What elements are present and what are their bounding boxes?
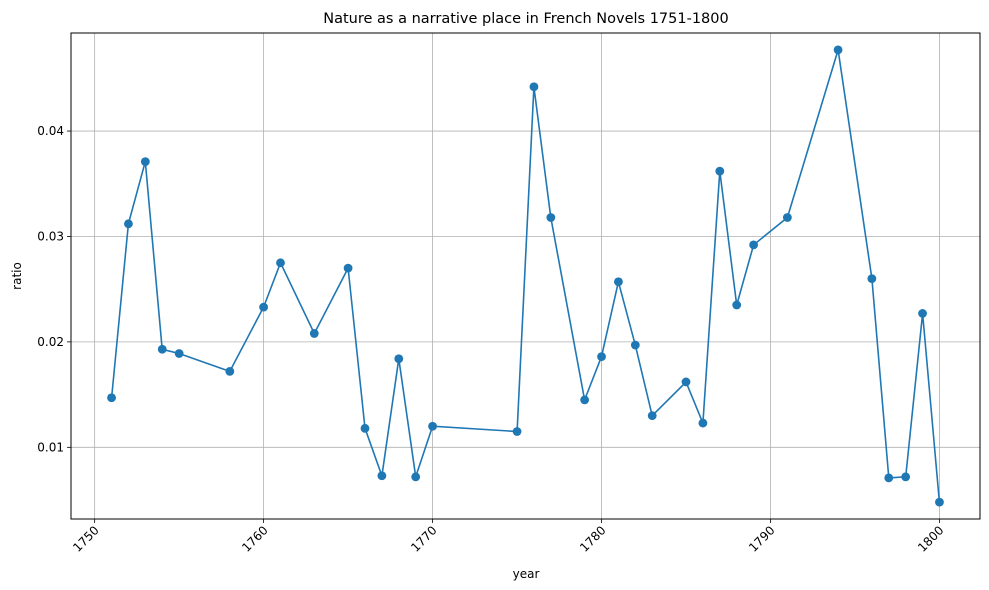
data-point [225, 367, 235, 376]
data-point [428, 421, 437, 431]
data-point [411, 472, 421, 482]
data-point [681, 377, 691, 387]
plot-area [70, 32, 981, 520]
data-point [833, 45, 843, 55]
chart-title: Nature as a narrative place in French No… [323, 11, 728, 27]
data-point [546, 213, 556, 222]
data-point [124, 219, 133, 229]
data-point [867, 274, 877, 284]
x-axis-label: year [513, 567, 540, 581]
y-tick-label: 0.04 [37, 124, 64, 138]
data-point [276, 258, 285, 268]
grid [71, 33, 980, 519]
y-axis-label: ratio [10, 262, 24, 290]
x-tick-label: 1800 [915, 523, 946, 554]
data-point [935, 497, 944, 507]
y-tick-label: 0.02 [37, 335, 64, 349]
data-point [630, 340, 640, 350]
data-point [884, 473, 894, 483]
data-point [360, 423, 370, 433]
data-points [107, 45, 944, 507]
data-point [749, 240, 758, 250]
data-point [614, 277, 623, 287]
data-point [715, 166, 725, 176]
x-tick-label: 1770 [408, 523, 439, 554]
data-point [597, 352, 606, 362]
y-tick-label: 0.03 [37, 229, 64, 243]
data-point [394, 354, 404, 364]
data-point [309, 329, 319, 338]
data-point [901, 472, 911, 482]
data-point [647, 411, 657, 421]
data-point [343, 263, 353, 273]
data-point [698, 418, 708, 428]
data-point [732, 300, 742, 310]
data-point [512, 427, 522, 436]
data-point [918, 309, 927, 318]
data-point [529, 82, 539, 92]
data-point [174, 349, 184, 358]
data-point [157, 344, 167, 354]
x-tick-label: 1750 [70, 523, 101, 554]
x-tick-label: 1790 [746, 523, 777, 554]
data-point [580, 395, 590, 405]
x-tick-label: 1780 [577, 523, 608, 554]
data-point [140, 157, 150, 167]
data-point [107, 393, 116, 403]
data-point [782, 213, 792, 222]
y-tick-label: 0.01 [37, 440, 64, 454]
y-axis: 0.01 0.02 0.03 0.04 [37, 124, 71, 454]
data-point [377, 471, 387, 481]
x-axis: 1750 1760 1770 1780 1790 1800 [70, 519, 947, 555]
data-point [259, 302, 269, 312]
x-tick-label: 1760 [239, 523, 270, 554]
series-line [110, 49, 941, 503]
